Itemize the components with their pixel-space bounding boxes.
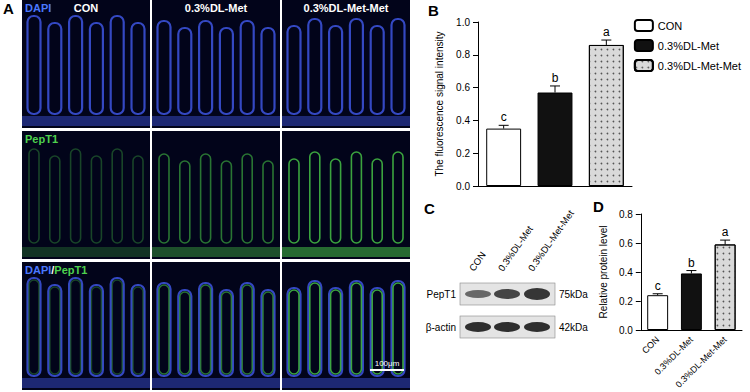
svg-text:0.3%DL-Met: 0.3%DL-Met: [495, 223, 535, 274]
svg-text:0.3%DL-Met: 0.3%DL-Met: [658, 40, 719, 52]
svg-text:CON: CON: [658, 20, 683, 32]
svg-text:75kDa: 75kDa: [559, 289, 588, 300]
svg-text:0.3%DL-Met-Met: 0.3%DL-Met-Met: [526, 208, 576, 273]
svg-text:0.3%DL-Met-Met: 0.3%DL-Met-Met: [674, 334, 729, 389]
svg-text:0.4: 0.4: [619, 267, 633, 278]
svg-text:0.6: 0.6: [619, 238, 633, 249]
svg-text:0.3%DL-Met: 0.3%DL-Met: [652, 334, 695, 377]
svg-text:b: b: [552, 71, 559, 85]
svg-text:1.0: 1.0: [456, 17, 470, 28]
svg-text:0.3%DL-Met-Met: 0.3%DL-Met-Met: [658, 60, 741, 72]
svg-text:The fluorescence signal intens: The fluorescence signal intensity: [434, 31, 445, 176]
svg-text:DAPI/PepT1: DAPI/PepT1: [25, 264, 87, 276]
html-text:C: C: [424, 200, 435, 217]
svg-text:0.8: 0.8: [619, 209, 633, 220]
svg-text:0.6: 0.6: [456, 82, 470, 93]
svg-text:0.2: 0.2: [619, 296, 633, 307]
svg-text:0.0: 0.0: [456, 181, 470, 192]
svg-text:DAPI: DAPI: [25, 2, 51, 14]
svg-text:0.0: 0.0: [619, 325, 633, 336]
svg-text:42kDa: 42kDa: [559, 322, 588, 333]
svg-text:b: b: [688, 256, 695, 270]
html-text:B: B: [428, 2, 439, 19]
svg-text:β-actin: β-actin: [426, 322, 456, 333]
svg-text:PepT1: PepT1: [25, 133, 58, 145]
svg-text:0.2: 0.2: [456, 148, 470, 159]
svg-text:c: c: [655, 279, 661, 293]
svg-text:Relative protein level: Relative protein level: [598, 226, 609, 319]
svg-text:a: a: [603, 25, 610, 39]
svg-text:0.3%DL-Met-Met: 0.3%DL-Met-Met: [304, 2, 389, 14]
svg-text:0.4: 0.4: [456, 115, 470, 126]
svg-text:A: A: [3, 0, 14, 17]
svg-text:a: a: [722, 225, 729, 239]
svg-text:CON: CON: [74, 2, 99, 14]
svg-text:PepT1: PepT1: [427, 289, 457, 300]
svg-text:0.3%DL-Met: 0.3%DL-Met: [185, 2, 248, 14]
svg-text:CON: CON: [467, 249, 488, 273]
svg-text:c: c: [501, 110, 507, 124]
svg-text:CON: CON: [640, 334, 661, 355]
svg-text:100μm: 100μm: [375, 359, 400, 368]
html-text:D: D: [593, 198, 604, 215]
svg-text:0.8: 0.8: [456, 49, 470, 60]
